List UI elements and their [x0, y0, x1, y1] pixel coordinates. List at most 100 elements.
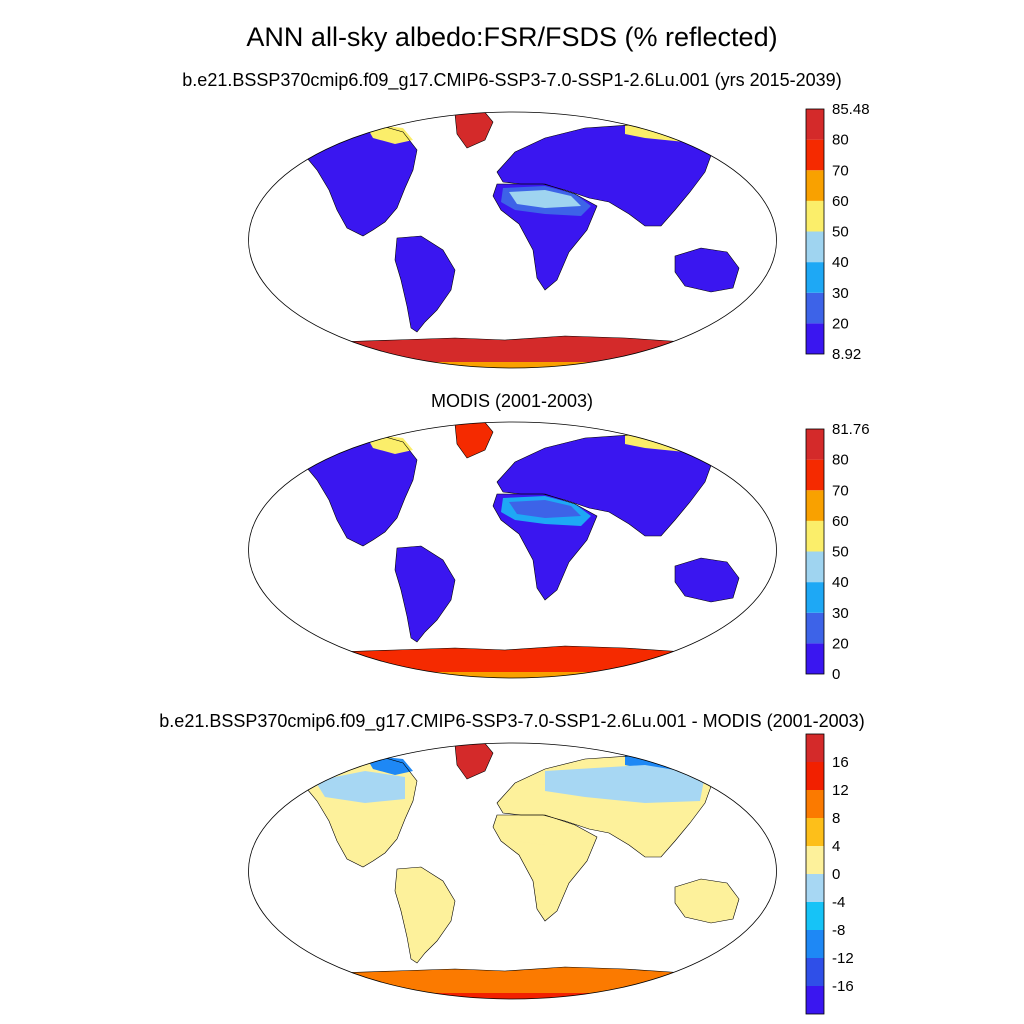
colorbar-segment: [806, 109, 824, 140]
map-land-layer: [248, 112, 777, 368]
colorbar-segment: [806, 490, 824, 521]
map-outline: [248, 421, 777, 679]
colorbar-frame: [805, 108, 825, 355]
map-panel-difference: [248, 742, 777, 1000]
colorbar-segment: [806, 231, 824, 263]
coastline-australia: [674, 247, 740, 293]
colorbar-segment: [806, 734, 824, 762]
coastline-northAmerica: [304, 433, 418, 547]
colorbar-tick-label: 8: [832, 810, 840, 827]
colorbar-tick-label: -4: [832, 894, 845, 911]
coastline-southAmerica: [394, 545, 456, 643]
panel-3-title: b.e21.BSSP370cmip6.f09_g17.CMIP6-SSP3-7.…: [159, 711, 865, 731]
colorbar-difference: -16 -12 -8 -4 0 4 8 12 16: [805, 733, 854, 1015]
colorbar-tick-label: 0: [832, 866, 840, 883]
panel-1-title: b.e21.BSSP370cmip6.f09_g17.CMIP6-SSP3-7.…: [182, 70, 842, 90]
colorbar-tick-label: 16: [832, 754, 849, 771]
antarctica-ice-edge: [323, 362, 707, 368]
coastline-africa: [492, 183, 598, 291]
colorbar-tick-label: 12: [832, 782, 849, 799]
colorbar-segment: [806, 200, 824, 232]
colorbar-segment: [806, 582, 824, 613]
colorbar-segment: [806, 459, 824, 491]
south-america-region: [395, 236, 455, 332]
colorbar-tick-label: -12: [832, 950, 854, 967]
north-america-region: [305, 124, 417, 236]
north-america-region: [305, 434, 417, 546]
coastline-greenland: [454, 743, 494, 780]
sahara-desert: [509, 821, 581, 839]
colorbar-tick-label: 30: [832, 285, 849, 302]
boreal-north-america: [315, 771, 405, 803]
colorbar-tick-label: -16: [832, 978, 854, 995]
colorbar-frame: [805, 428, 825, 675]
map-outline: [248, 742, 777, 1000]
coastline-northAmerica: [304, 123, 418, 237]
coastline-africa: [492, 493, 598, 601]
colorbar-segment: [806, 139, 824, 171]
colorbar-tick-label: 4: [832, 838, 840, 855]
sahara-desert: [509, 500, 581, 518]
colorbar-segment: [806, 986, 824, 1014]
map-land-layer: [248, 743, 777, 999]
coastline-australia: [674, 878, 740, 924]
colorbar-segment: [806, 612, 824, 644]
colorbar-tick-label: 81.76: [832, 421, 870, 438]
colorbar-tick-label: 8.92: [832, 346, 861, 363]
colorbar-segment: [806, 292, 824, 324]
colorbar-segment: [806, 958, 824, 986]
colorbar-tick-label: 0: [832, 666, 840, 683]
colorbar-model: 8.92 20 30 40 50 60 70 80 85.48: [805, 101, 870, 363]
colorbar-segment: [806, 429, 824, 460]
coastline-antarctica: [324, 645, 706, 678]
colorbar-tick-label: 20: [832, 635, 849, 652]
colorbar-tick-label: 60: [832, 513, 849, 530]
coastline-greenland: [454, 422, 494, 459]
greenland-region: [455, 422, 493, 458]
colorbar-tick-label: 40: [832, 574, 849, 591]
greenland-region: [455, 112, 493, 148]
australia-region: [675, 879, 739, 923]
colorbar-tick-label: 85.48: [832, 101, 870, 118]
colorbar-segment: [806, 818, 824, 846]
colorbar-tick-label: 70: [832, 162, 849, 179]
colorbar-segment: [806, 262, 824, 293]
australia-region: [675, 248, 739, 292]
colorbar-segment: [806, 874, 824, 902]
colorbar-frame: [805, 733, 825, 1015]
colorbar-segment: [806, 930, 824, 958]
colorbar-segment: [806, 846, 824, 874]
boreal-eurasia: [545, 765, 705, 803]
colorbar-tick-label: -8: [832, 922, 845, 939]
colorbar-segment: [806, 902, 824, 930]
coastline-africa: [492, 814, 598, 922]
coastline-eurasia: [496, 123, 714, 227]
colorbar-tick-label: 80: [832, 452, 849, 469]
coastline-australia: [674, 557, 740, 603]
colorbar-tick-label: 50: [832, 544, 849, 561]
coastline-greenland: [454, 112, 494, 149]
colorbar-tick-label: 60: [832, 193, 849, 210]
coastline-eurasia: [496, 754, 714, 858]
colorbar-segment: [806, 790, 824, 818]
sahara-desert: [509, 190, 581, 208]
colorbar-segment: [806, 520, 824, 552]
coastline-antarctica: [324, 335, 706, 368]
south-america-region: [395, 867, 455, 963]
main-title: ANN all-sky albedo:FSR/FSDS (% reflected…: [246, 22, 778, 52]
colorbar-tick-label: 20: [832, 315, 849, 332]
colorbar-tick-label: 70: [832, 482, 849, 499]
eurasia-region: [497, 124, 713, 226]
colorbar-tick-label: 30: [832, 605, 849, 622]
colorbar-segment: [806, 551, 824, 583]
coastline-southAmerica: [394, 235, 456, 333]
colorbar-segment: [806, 323, 824, 354]
antarctica-ice-edge: [323, 672, 707, 678]
south-america-region: [395, 546, 455, 642]
colorbar-tick-label: 50: [832, 224, 849, 241]
map-land-layer: [248, 422, 777, 678]
greenland-region: [455, 743, 493, 779]
map-panel-model: [248, 111, 777, 369]
colorbar-segment: [806, 643, 824, 674]
antarctica-ice-edge: [323, 993, 707, 999]
